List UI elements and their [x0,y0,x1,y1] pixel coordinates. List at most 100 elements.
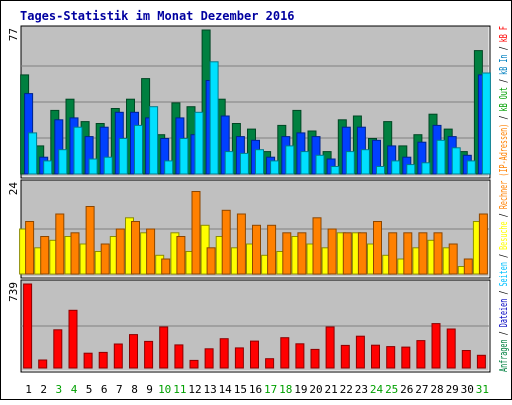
bar-sites-day-22 [342,232,352,275]
x-tick-label: 16 [249,383,262,396]
legend-entry: / [497,327,510,339]
bar-kbytes-day-4 [68,309,78,369]
bar-kbytes-day-10 [159,326,169,369]
x-tick-label: 1 [25,383,32,396]
x-tick-label: 20 [309,383,322,396]
bar-kbytes-day-12 [189,359,199,369]
bar-pages-day-2 [43,160,53,175]
bar-sites-day-21 [327,228,337,275]
legend-entry: Dateien [497,299,510,327]
bar-pages-day-1 [28,132,38,175]
bar-pages-day-9 [149,106,159,175]
bar-kbytes-day-23 [355,335,365,369]
x-axis-labels: 1 2 3 4 5 6 7 8 9 10 11 12 13 14 15 16 17 18 19 20 21 22 23 24 2… [25,383,489,396]
legend-entry: kB Out [497,87,510,111]
bar-kbytes-day-7 [113,343,123,369]
legend-entry: Anfragen [497,339,510,372]
bar-pages-day-19 [300,151,310,175]
bar-sites-day-9 [146,228,156,275]
bar-sites-day-2 [40,236,50,275]
bar-pages-day-6 [103,156,113,175]
bar-pages-day-26 [406,164,416,175]
bar-pages-day-23 [360,149,370,175]
bar-kbytes-day-16 [250,340,259,369]
bar-kbytes-day-6 [98,351,108,369]
legend-entry: / [497,250,510,262]
bar-pages-day-25 [391,160,401,175]
bar-kbytes-day-14 [219,338,229,369]
bar-sites-day-20 [312,217,322,275]
right-legend: Anfragen / Dateien / Seiten / Besuche / … [497,26,510,372]
bar-kbytes-day-9 [144,340,154,369]
bar-sites-day-8 [131,221,140,275]
bar-pages-day-27 [421,162,431,175]
bar-pages-day-3 [58,149,68,175]
panel-bottom: 739 [7,279,491,373]
bar-sites-day-13 [206,247,216,275]
bar-pages-day-11 [179,138,189,175]
bar-sites-day-15 [236,213,246,275]
x-tick-label: 28 [430,383,443,396]
x-tick-label: 9 [146,383,153,396]
bar-sites-day-24 [373,221,382,275]
x-tick-label: 29 [446,383,459,396]
legend-entry: / [497,287,510,299]
x-tick-label: 4 [71,383,78,396]
panel-top: 77 [7,25,491,179]
panel-middle: 24 [7,179,491,279]
bar-pages-day-30 [466,160,476,175]
bar-sites-day-31 [478,213,488,275]
bar-kbytes-day-29 [446,328,456,369]
bar-kbytes-day-5 [83,352,93,369]
bar-pages-day-20 [315,154,325,175]
bar-kbytes-day-30 [461,350,471,369]
x-tick-label: 27 [415,383,428,396]
bar-sites-day-25 [388,232,398,275]
bar-sites-day-17 [267,224,277,275]
legend-entry: Rechner (IP-Adressen) [497,124,510,209]
x-tick-label: 6 [101,383,108,396]
chart-title: Tages-Statistik im Monat Dezember 2016 [20,9,295,23]
bar-pages-day-5 [88,158,98,175]
x-tick-label: 18 [279,383,292,396]
bar-kbytes-day-17 [265,358,275,369]
x-tick-label: 19 [294,383,307,396]
bar-sites-day-14 [221,209,231,275]
x-tick-label: 11 [173,383,186,396]
bar-kbytes-day-18 [280,337,290,369]
x-tick-label: 21 [324,383,337,396]
x-tick-label: 30 [461,383,474,396]
bar-sites-day-28 [433,232,443,275]
bar-sites-day-7 [115,228,125,275]
y-max-label: 739 [7,282,20,302]
bar-kbytes-day-20 [310,348,320,369]
bar-kbytes-day-22 [340,344,350,369]
legend-entry: / [497,75,510,87]
x-tick-label: 5 [86,383,93,396]
bar-pages-day-16 [255,149,264,175]
bar-pages-day-12 [194,111,204,175]
bar-kbytes-day-1 [23,283,33,369]
bar-kbytes-day-26 [401,346,411,369]
bar-sites-day-10 [161,258,171,275]
x-tick-label: 31 [476,383,489,396]
bar-pages-day-24 [376,166,385,175]
legend-entry: / [497,111,510,123]
bar-sites-day-26 [403,232,413,275]
bar-kbytes-day-21 [325,326,335,369]
legend-entry: Besuche [497,221,510,249]
x-tick-label: 2 [40,383,47,396]
bar-sites-day-29 [448,243,458,275]
panels-group: 77 24 739 [7,25,491,373]
bar-pages-day-8 [134,124,143,175]
bar-pages-day-15 [239,152,249,175]
x-tick-label: 26 [400,383,413,396]
bar-sites-day-1 [25,221,35,275]
bar-kbytes-day-25 [386,346,396,369]
bar-sites-day-6 [100,243,110,275]
bar-kbytes-day-13 [204,348,214,369]
legend-entry: / [497,209,510,221]
legend-entry: Seiten [497,262,510,286]
